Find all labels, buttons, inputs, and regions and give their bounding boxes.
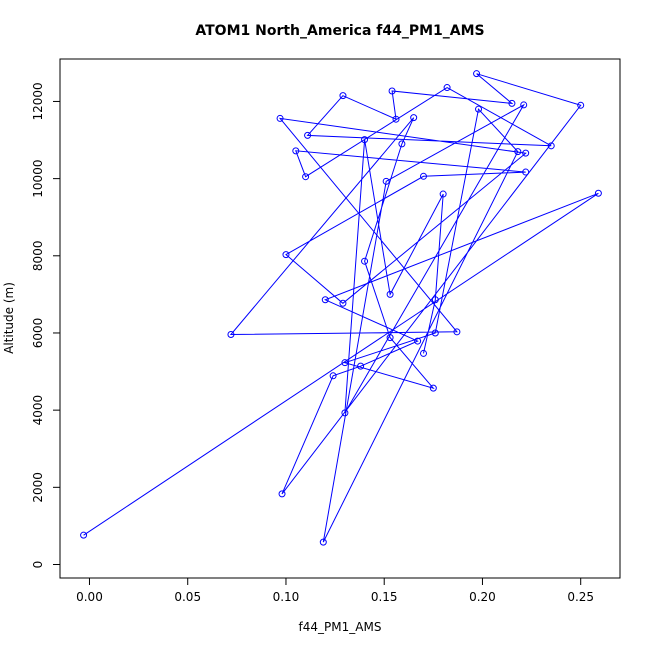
data-point — [386, 290, 394, 298]
data-point — [547, 142, 555, 150]
data-point — [304, 131, 312, 139]
x-tick-label: 0.05 — [174, 590, 201, 604]
y-axis-label: Altitude (m) — [2, 282, 16, 354]
data-point — [429, 384, 437, 392]
data-point — [292, 147, 300, 155]
data-point — [414, 337, 422, 345]
data-point — [357, 362, 365, 370]
data-point — [443, 84, 451, 92]
data-point — [522, 168, 530, 176]
data-point — [339, 92, 347, 100]
data-point — [382, 177, 390, 185]
data-point — [577, 101, 585, 109]
y-axis: 0 2000 4000 6000 8000 10000 12000 — [31, 82, 61, 569]
series-line — [83, 73, 599, 543]
data-point — [321, 296, 329, 304]
data-point — [453, 328, 461, 336]
x-tick-label: 0.25 — [567, 590, 594, 604]
data-point — [388, 87, 396, 95]
data-point — [339, 299, 347, 307]
data-point — [398, 140, 406, 148]
y-tick-label: 6000 — [31, 318, 45, 349]
data-point — [594, 189, 602, 197]
data-point — [341, 409, 349, 417]
data-point — [431, 296, 439, 304]
y-tick-label: 2000 — [31, 472, 45, 503]
y-tick-label: 8000 — [31, 241, 45, 272]
data-point — [361, 136, 369, 144]
data-point — [282, 251, 290, 259]
data-point — [439, 190, 447, 198]
data-point — [420, 349, 428, 357]
chart-title: ATOM1 North_America f44_PM1_AMS — [195, 23, 484, 39]
data-point — [410, 114, 418, 122]
data-point — [341, 359, 349, 367]
data-point — [522, 149, 530, 157]
data-point — [276, 114, 284, 122]
data-point — [392, 115, 400, 123]
x-tick-label: 0.10 — [273, 590, 300, 604]
series-layer — [80, 70, 602, 546]
data-point — [475, 105, 483, 113]
x-tick-label: 0.15 — [371, 590, 398, 604]
x-axis-label: f44_PM1_AMS — [299, 620, 382, 634]
data-point — [361, 257, 369, 265]
data-point — [386, 334, 394, 342]
data-point — [227, 331, 235, 339]
x-tick-label: 0.00 — [76, 590, 103, 604]
y-tick-label: 10000 — [31, 160, 45, 198]
x-tick-label: 0.20 — [469, 590, 496, 604]
data-point — [473, 70, 481, 78]
data-point — [278, 490, 286, 498]
y-tick-label: 0 — [31, 561, 45, 569]
y-tick-label: 4000 — [31, 395, 45, 426]
data-point — [329, 372, 337, 380]
data-point — [420, 172, 428, 180]
data-point — [514, 148, 522, 156]
data-point — [431, 329, 439, 337]
data-point — [508, 99, 516, 107]
data-point — [319, 538, 327, 546]
data-point — [80, 531, 88, 539]
data-point — [302, 173, 310, 181]
x-axis: 0.00 0.05 0.10 0.15 0.20 0.25 — [76, 577, 594, 604]
y-tick-label: 12000 — [31, 82, 45, 120]
data-point — [520, 101, 528, 109]
